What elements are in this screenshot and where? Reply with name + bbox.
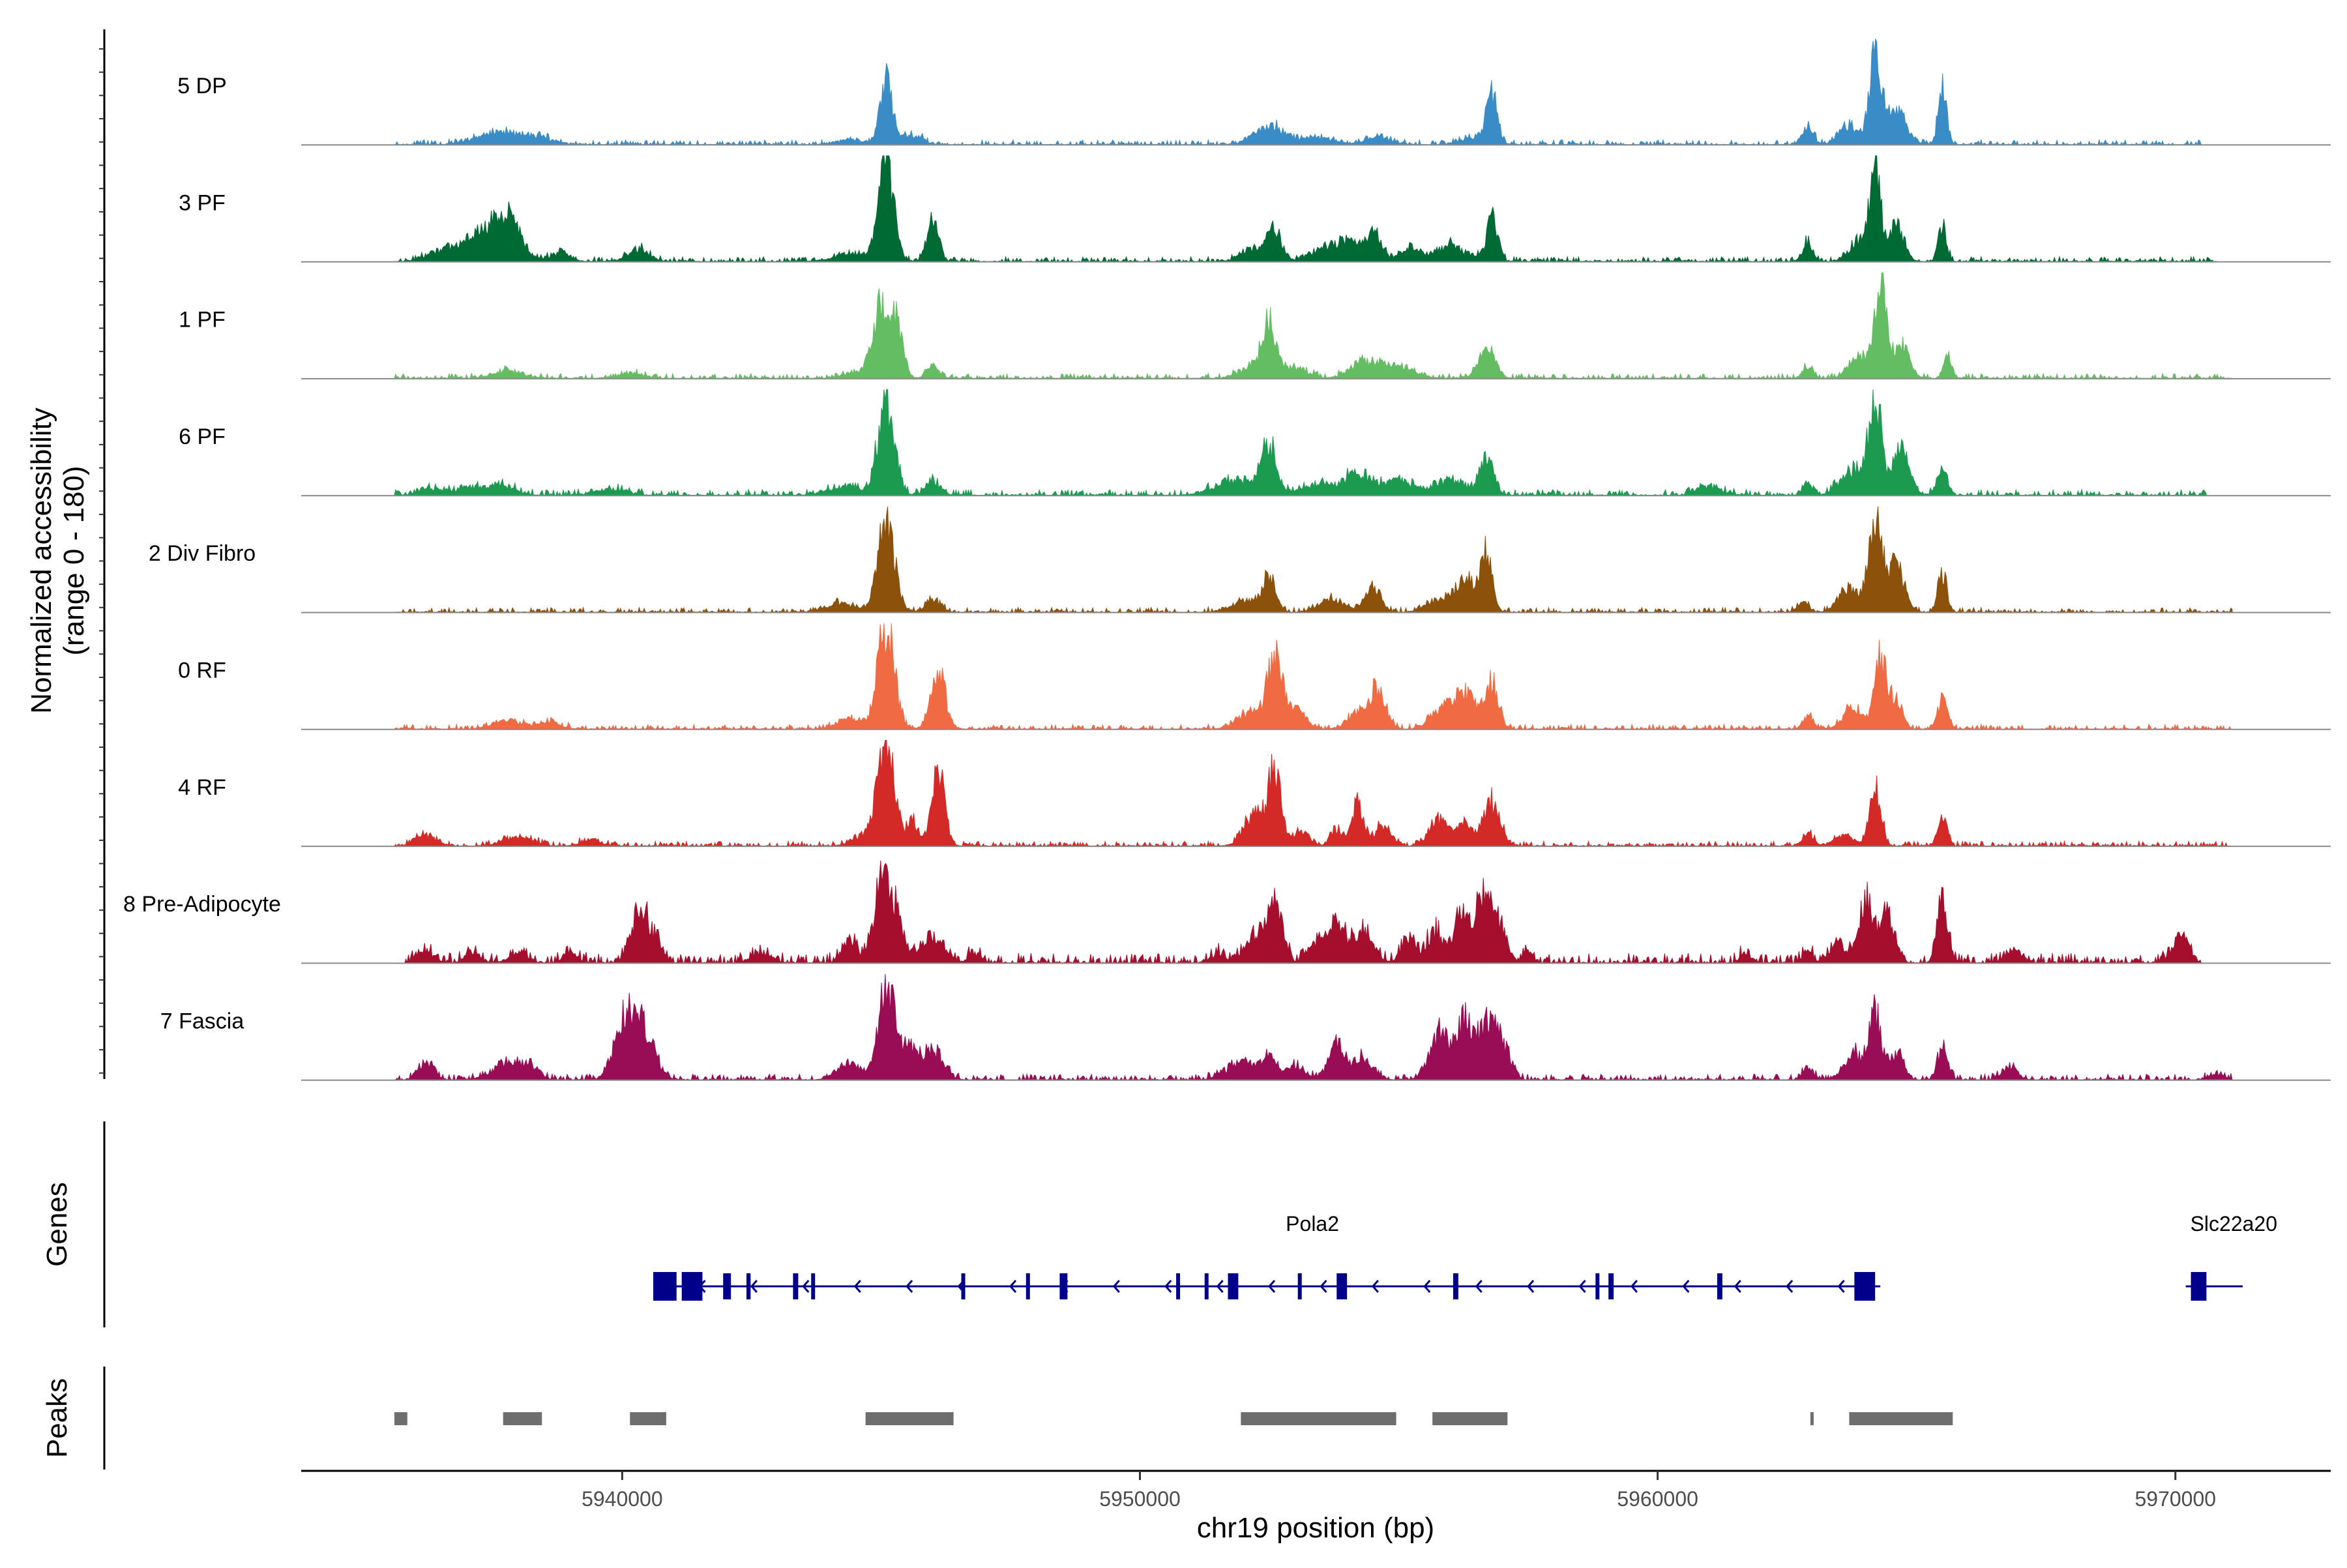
coverage-track: 2 Div Fibro — [149, 506, 2331, 614]
coverage-track: 8 Pre-Adipocyte — [123, 860, 2331, 964]
gene-exon — [1228, 1273, 1239, 1299]
coverage-track: 7 Fascia — [160, 973, 2331, 1081]
track-label: 6 PF — [179, 424, 226, 449]
track-label: 0 RF — [178, 658, 226, 683]
gene-exon — [1297, 1273, 1302, 1299]
coverage-track: 4 RF — [178, 739, 2331, 848]
peak-region — [630, 1412, 666, 1425]
coverage-area — [404, 860, 2202, 964]
strand-arrow — [1268, 1280, 1276, 1293]
coverage-area — [394, 973, 2233, 1081]
strand-arrow — [1786, 1280, 1793, 1293]
y-axis-title: Normalized accessibility (range 0 - 180) — [25, 407, 90, 713]
y-axis-title-line1: Normalized accessibility — [25, 407, 57, 713]
gene-exon — [1026, 1273, 1030, 1299]
strand-arrow — [1216, 1280, 1224, 1293]
gene-exon — [1717, 1273, 1722, 1299]
strand-arrow — [1682, 1280, 1690, 1293]
strand-arrow — [1578, 1280, 1586, 1293]
peak-region — [1849, 1412, 1953, 1425]
gene-exon — [681, 1272, 703, 1301]
coverage-y-ticks — [99, 48, 104, 1074]
track-label: 8 Pre-Adipocyte — [123, 892, 281, 917]
gene-exon — [1204, 1273, 1209, 1299]
coverage-area — [394, 506, 2233, 614]
gene-annotation-track: Pola2 Slc22a20 — [653, 1212, 2277, 1301]
coverage-track: 3 PF — [179, 155, 2331, 263]
gene-exon — [653, 1272, 677, 1301]
x-tick-label: 5940000 — [582, 1487, 663, 1511]
gene-exon — [1176, 1273, 1181, 1299]
gene-exon — [1336, 1273, 1348, 1299]
coverage-track: 0 RF — [178, 623, 2331, 730]
gene-exon — [2191, 1272, 2207, 1301]
peak-region — [865, 1412, 954, 1425]
y-axis-title-line2: (range 0 - 180) — [58, 466, 90, 655]
strand-arrow — [1423, 1280, 1431, 1293]
coverage-tracks: 5 DP 3 PF 1 PF 6 PF 2 Div Fibro 0 RF 4 RF 8 Pre… — [123, 38, 2331, 1081]
coverage-track: 5 DP — [177, 38, 2331, 146]
strand-arrow — [802, 1280, 810, 1293]
peak-region — [394, 1412, 407, 1425]
peak-region — [1432, 1412, 1508, 1425]
coverage-area — [394, 38, 2202, 146]
x-axis-ticks: 5940000 5950000 5960000 5970000 — [582, 1471, 2216, 1511]
peaks-panel-title: Peaks — [41, 1378, 73, 1458]
strand-arrow — [1527, 1280, 1535, 1293]
strand-arrow — [1630, 1280, 1638, 1293]
gene-name: Pola2 — [1286, 1212, 1339, 1235]
peak-region — [1810, 1412, 1814, 1425]
track-label: 3 PF — [179, 190, 226, 215]
gene-exon — [1854, 1272, 1876, 1301]
strand-arrow — [1371, 1280, 1379, 1293]
gene-model: Pola2 — [653, 1212, 1881, 1301]
gene-exon — [1595, 1273, 1600, 1299]
gene-exon — [961, 1273, 966, 1299]
strand-arrow — [1734, 1280, 1741, 1293]
coverage-area — [394, 155, 2218, 263]
coverage-area — [394, 272, 2233, 379]
gene-exon — [793, 1273, 799, 1299]
strand-arrow — [906, 1280, 913, 1293]
peak-regions-track — [394, 1412, 1953, 1425]
track-label: 7 Fascia — [160, 1009, 244, 1033]
track-label: 4 RF — [178, 775, 226, 800]
peak-region — [503, 1412, 542, 1425]
x-axis-title: chr19 position (bp) — [1197, 1512, 1434, 1544]
gene-exon — [1453, 1273, 1458, 1299]
coverage-area — [394, 623, 2233, 730]
gene-exon — [746, 1273, 751, 1299]
gene-exon — [1059, 1273, 1068, 1299]
gene-exon — [723, 1273, 731, 1299]
strand-arrow — [1112, 1280, 1120, 1293]
gene-model: Slc22a20 — [2185, 1212, 2277, 1301]
gene-exon — [811, 1273, 816, 1299]
track-label: 2 Div Fibro — [149, 541, 256, 566]
strand-arrow — [853, 1280, 861, 1293]
coverage-area — [394, 739, 2233, 848]
track-label: 5 DP — [177, 74, 227, 98]
coverage-track: 1 PF — [179, 272, 2331, 379]
peak-region — [1241, 1412, 1396, 1425]
x-tick-label: 5970000 — [2134, 1487, 2216, 1511]
strand-arrow — [1475, 1280, 1483, 1293]
gene-name: Slc22a20 — [2191, 1212, 2277, 1235]
gene-exon — [1608, 1273, 1614, 1299]
x-tick-label: 5960000 — [1617, 1487, 1698, 1511]
genes-panel-title: Genes — [41, 1182, 73, 1267]
strand-arrow — [750, 1280, 758, 1293]
strand-arrow — [1164, 1280, 1172, 1293]
coverage-area — [394, 389, 2207, 497]
x-tick-label: 5950000 — [1099, 1487, 1181, 1511]
coverage-track: 6 PF — [179, 389, 2331, 497]
track-label: 1 PF — [179, 308, 226, 333]
strand-arrow — [1837, 1280, 1845, 1293]
strand-arrow — [1009, 1280, 1017, 1293]
strand-arrow — [1320, 1280, 1327, 1293]
